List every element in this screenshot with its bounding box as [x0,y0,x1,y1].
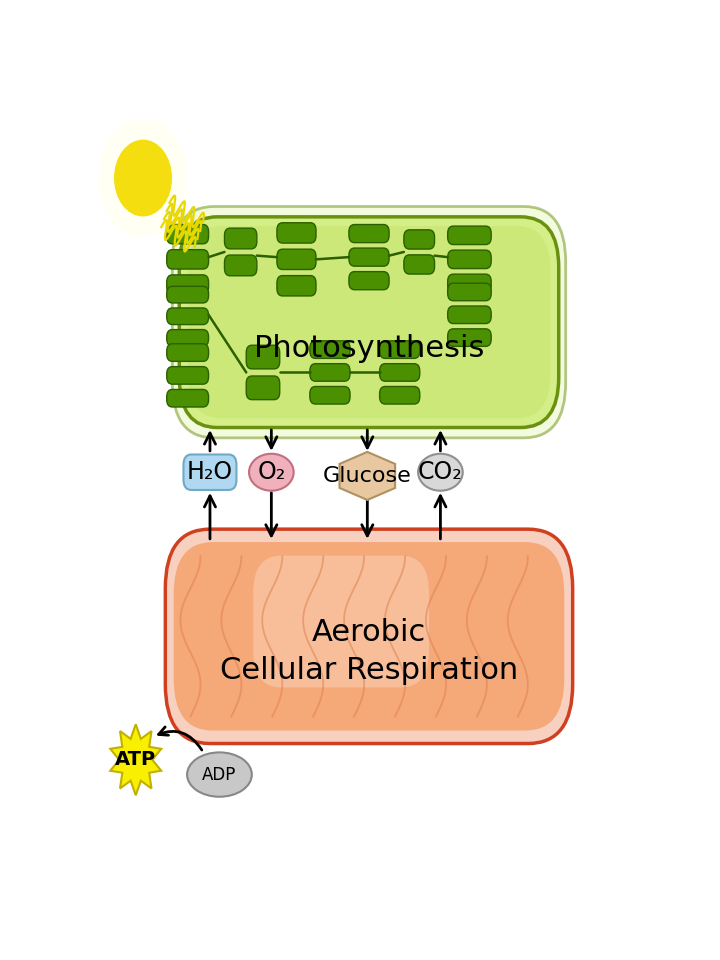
FancyBboxPatch shape [277,276,316,296]
FancyBboxPatch shape [167,286,209,303]
FancyBboxPatch shape [448,329,491,347]
FancyBboxPatch shape [167,250,209,269]
FancyBboxPatch shape [167,225,209,244]
FancyBboxPatch shape [349,225,389,243]
FancyBboxPatch shape [167,390,209,407]
FancyBboxPatch shape [379,387,420,404]
FancyBboxPatch shape [172,206,566,438]
FancyBboxPatch shape [448,306,491,324]
Ellipse shape [187,753,252,797]
FancyBboxPatch shape [188,227,550,419]
Text: ATP: ATP [115,751,156,769]
FancyBboxPatch shape [225,255,257,276]
Polygon shape [340,452,395,500]
FancyBboxPatch shape [246,376,280,399]
Text: Glucose: Glucose [323,466,412,486]
Text: O₂: O₂ [257,460,285,484]
FancyBboxPatch shape [167,367,209,384]
Ellipse shape [418,454,463,491]
FancyBboxPatch shape [277,223,316,243]
FancyBboxPatch shape [349,248,389,266]
FancyBboxPatch shape [167,329,209,347]
FancyBboxPatch shape [179,217,559,427]
FancyBboxPatch shape [310,387,350,404]
FancyBboxPatch shape [379,364,420,381]
FancyBboxPatch shape [253,556,429,687]
FancyBboxPatch shape [349,272,389,290]
FancyBboxPatch shape [448,251,491,269]
FancyBboxPatch shape [404,229,435,249]
FancyBboxPatch shape [404,254,435,274]
Text: Aerobic
Cellular Respiration: Aerobic Cellular Respiration [220,617,518,684]
FancyBboxPatch shape [167,308,209,324]
FancyBboxPatch shape [310,341,350,358]
Ellipse shape [249,454,294,491]
Circle shape [114,139,172,216]
FancyBboxPatch shape [225,228,257,249]
FancyBboxPatch shape [167,275,209,295]
FancyBboxPatch shape [379,341,420,358]
Text: Photosynthesis: Photosynthesis [254,333,484,363]
FancyBboxPatch shape [448,283,491,300]
FancyBboxPatch shape [277,250,316,270]
FancyBboxPatch shape [246,346,280,369]
FancyBboxPatch shape [448,227,491,245]
Circle shape [98,118,188,238]
FancyBboxPatch shape [184,454,236,490]
FancyBboxPatch shape [166,529,572,744]
FancyBboxPatch shape [448,275,491,293]
FancyBboxPatch shape [174,542,564,731]
Polygon shape [110,724,161,795]
FancyBboxPatch shape [310,364,350,381]
Text: H₂O: H₂O [187,460,233,484]
Text: CO₂: CO₂ [418,460,463,484]
Text: ADP: ADP [202,765,237,783]
FancyBboxPatch shape [167,344,209,361]
